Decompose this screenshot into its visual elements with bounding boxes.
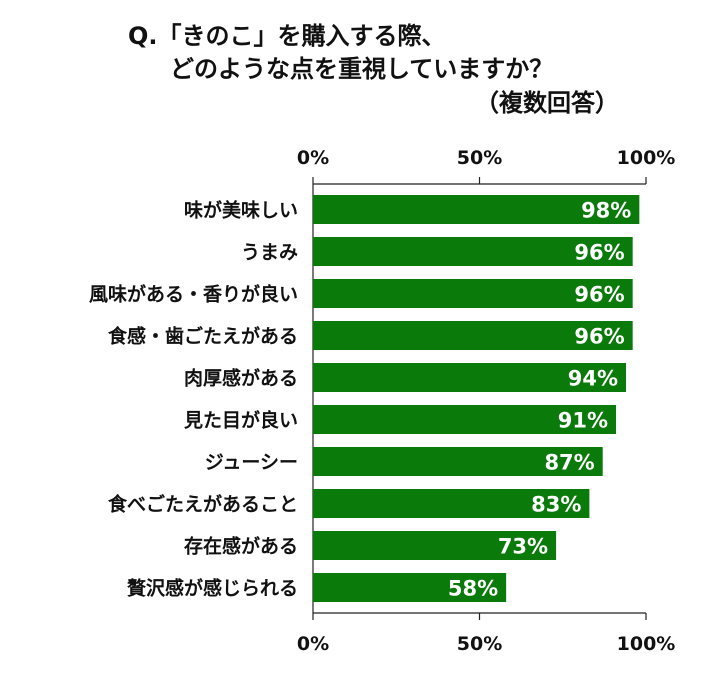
data-label: 91%	[558, 409, 608, 433]
x-tick-label-bottom: 100%	[617, 633, 676, 655]
data-label: 98%	[581, 199, 631, 223]
category-label: 贅沢感が感じられる	[127, 577, 298, 600]
bar	[313, 321, 633, 350]
x-tick-label-top: 50%	[457, 147, 502, 169]
category-label: うまみ	[241, 242, 298, 264]
category-label: 食感・歯ごたえがある	[108, 325, 298, 348]
chart-title-line-2: どのような点を重視していますか？	[170, 55, 554, 83]
category-label: ジューシー	[205, 452, 298, 474]
bar	[313, 405, 617, 434]
data-label: 96%	[574, 283, 624, 307]
x-tick-label-bottom: 50%	[457, 633, 502, 655]
data-label: 96%	[574, 325, 624, 349]
chart-title-line-3: （複数回答）	[475, 89, 619, 117]
bar	[313, 237, 633, 266]
category-label: 味が美味しい	[184, 199, 298, 222]
data-label: 96%	[574, 241, 624, 265]
category-label: 見た目が良い	[184, 409, 298, 432]
data-label: 87%	[544, 451, 594, 475]
bar	[313, 363, 627, 392]
bar	[313, 195, 640, 224]
x-tick-label-top: 0%	[297, 147, 329, 169]
category-label: 肉厚感がある	[184, 367, 298, 390]
category-label: 風味がある・香りが良い	[89, 283, 298, 306]
data-label: 73%	[498, 535, 548, 559]
bar	[313, 573, 507, 602]
chart-title-line-1: Q.「きのこ」を購入する際、	[128, 22, 446, 50]
data-label: 58%	[448, 577, 498, 601]
data-label: 83%	[531, 493, 581, 517]
category-label: 食べごたえがあること	[108, 493, 298, 516]
bar	[313, 447, 603, 476]
bar	[313, 489, 590, 518]
bar	[313, 279, 633, 308]
x-tick-label-bottom: 0%	[297, 633, 329, 655]
x-tick-label-top: 100%	[617, 147, 676, 169]
bar	[313, 531, 557, 560]
data-label: 94%	[568, 367, 618, 391]
category-label: 存在感がある	[184, 535, 298, 558]
